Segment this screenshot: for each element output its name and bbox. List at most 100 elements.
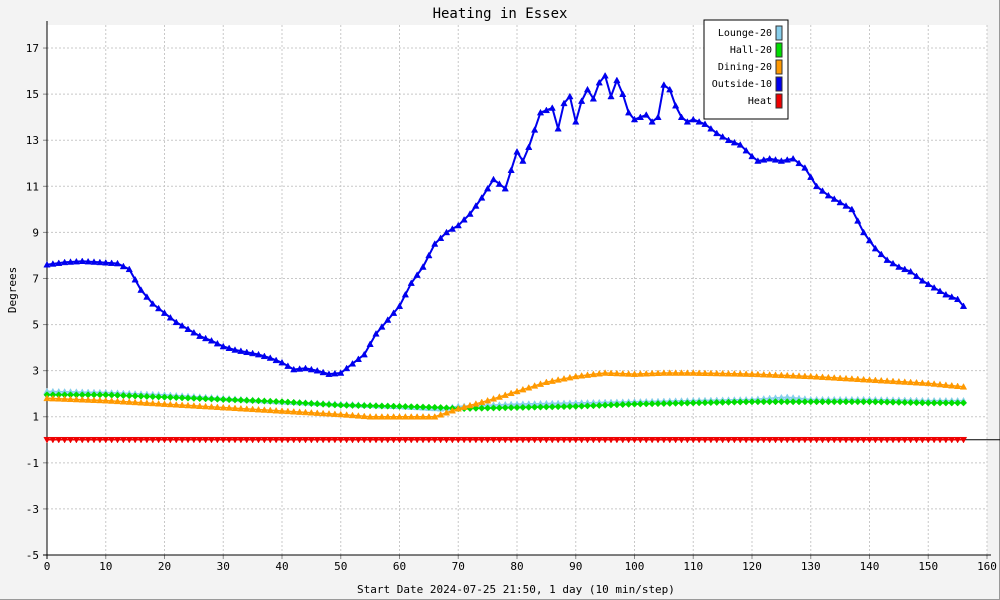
data-point <box>724 369 733 377</box>
data-point <box>366 413 374 420</box>
data-point <box>625 400 633 408</box>
data-point <box>771 156 780 163</box>
data-point <box>278 358 286 366</box>
data-point <box>760 156 768 163</box>
data-point <box>131 275 139 283</box>
data-point <box>701 120 709 127</box>
data-point <box>519 436 527 444</box>
data-point <box>272 436 280 444</box>
data-point <box>889 436 897 444</box>
data-point <box>337 410 345 418</box>
data-point <box>954 382 962 390</box>
legend-swatch <box>775 76 783 92</box>
data-point <box>513 148 521 155</box>
data-point <box>119 436 127 444</box>
grid <box>43 25 988 559</box>
data-point <box>889 377 897 385</box>
data-point <box>407 279 415 286</box>
data-point <box>284 398 292 406</box>
data-point <box>489 175 498 183</box>
data-point <box>695 118 703 125</box>
data-point <box>96 436 104 444</box>
data-point <box>213 395 221 403</box>
data-point <box>636 370 644 377</box>
data-point <box>108 259 116 266</box>
data-point <box>143 436 151 444</box>
data-point <box>184 394 192 402</box>
data-point <box>278 398 286 406</box>
data-point <box>860 228 868 236</box>
data-point <box>384 402 392 410</box>
data-point <box>854 436 862 444</box>
data-point <box>807 436 815 444</box>
data-point <box>155 304 163 312</box>
data-point <box>713 129 721 137</box>
data-point <box>719 436 727 444</box>
data-point <box>619 369 627 377</box>
data-point <box>448 406 456 414</box>
data-point <box>625 108 633 116</box>
data-point <box>290 398 298 407</box>
data-point <box>895 398 903 406</box>
data-point <box>96 258 104 266</box>
data-point <box>683 399 691 407</box>
data-point <box>413 436 421 444</box>
data-point <box>360 436 368 444</box>
data-point <box>930 283 938 291</box>
data-point <box>231 404 239 412</box>
data-point <box>807 173 815 180</box>
x-tick-label: 40 <box>275 560 288 573</box>
data-point <box>460 436 468 444</box>
data-point <box>566 436 574 444</box>
data-point <box>307 436 315 444</box>
data-point <box>677 113 686 120</box>
data-point <box>865 398 874 406</box>
y-tick-label: -3 <box>26 503 39 516</box>
data-point <box>401 413 409 420</box>
data-point <box>484 396 492 404</box>
data-point <box>472 400 480 407</box>
data-point <box>613 369 621 377</box>
data-point <box>337 436 345 444</box>
data-point <box>495 180 503 187</box>
data-point <box>196 402 204 409</box>
data-point <box>325 370 333 377</box>
data-point <box>695 436 703 444</box>
data-point <box>795 372 803 379</box>
data-point <box>484 436 492 444</box>
data-point <box>384 436 392 444</box>
data-point <box>683 118 691 125</box>
data-point <box>542 378 550 385</box>
data-point <box>654 436 662 444</box>
data-point <box>542 106 550 114</box>
data-point <box>883 377 891 384</box>
data-point <box>437 234 445 241</box>
data-point <box>513 436 521 444</box>
data-point <box>566 92 574 100</box>
data-point <box>830 374 838 381</box>
data-point <box>307 399 315 408</box>
data-point <box>149 300 157 307</box>
data-point <box>742 398 750 406</box>
chart-title: Heating in Essex <box>433 6 568 22</box>
data-point <box>860 375 868 383</box>
x-tick-label: 110 <box>683 560 703 573</box>
data-point <box>425 251 433 259</box>
data-point <box>155 400 163 407</box>
data-point <box>419 403 427 411</box>
data-point <box>413 413 421 420</box>
data-point <box>55 395 63 402</box>
data-point <box>213 403 221 410</box>
data-point <box>766 398 774 406</box>
data-point <box>202 395 210 403</box>
data-point <box>824 191 832 199</box>
data-point <box>848 436 856 444</box>
data-point <box>948 293 956 300</box>
data-point <box>730 398 738 406</box>
data-point <box>401 402 409 411</box>
data-point <box>760 398 768 406</box>
data-point <box>266 436 274 444</box>
data-point <box>113 259 122 267</box>
data-point <box>901 398 909 407</box>
